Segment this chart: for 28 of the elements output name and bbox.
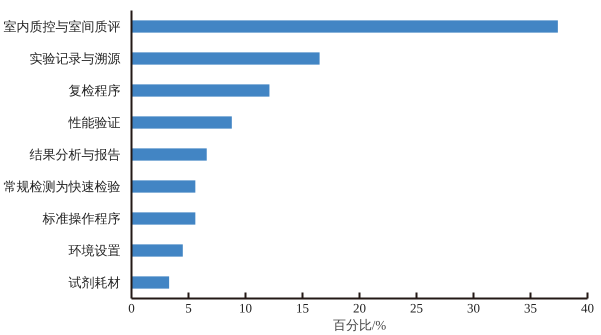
y-tick-label: 环境设置 [68, 243, 120, 258]
bar [132, 116, 232, 129]
x-tick-label: 25 [410, 300, 423, 316]
bar [132, 212, 196, 225]
y-tick-label: 室内质控与室间质评 [4, 19, 120, 34]
bar [132, 84, 270, 97]
x-tick-label: 30 [467, 300, 480, 316]
x-tick-label: 40 [581, 300, 594, 316]
bar [132, 180, 196, 193]
x-tick-label: 10 [239, 300, 252, 316]
x-tick-label: 0 [128, 300, 135, 316]
x-tick-label: 20 [353, 300, 366, 316]
x-tick-label: 15 [296, 300, 309, 316]
y-tick-label: 结果分析与报告 [30, 147, 120, 162]
x-tick-label: 35 [524, 300, 537, 316]
bar [132, 244, 183, 257]
bar [132, 52, 320, 65]
bar [132, 148, 207, 161]
y-tick-label: 实验记录与溯源 [30, 51, 120, 66]
bar [132, 276, 170, 289]
x-tick-label: 5 [185, 300, 192, 316]
y-tick-label: 试剂耗材 [68, 275, 120, 290]
y-tick-label: 复检程序 [68, 83, 120, 98]
y-tick-label: 常规检测为快速检验 [4, 179, 120, 194]
x-axis-title: 百分比/% [332, 318, 386, 332]
bar [132, 20, 558, 33]
y-tick-label: 性能验证 [68, 115, 120, 130]
y-tick-label: 标准操作程序 [42, 211, 120, 226]
